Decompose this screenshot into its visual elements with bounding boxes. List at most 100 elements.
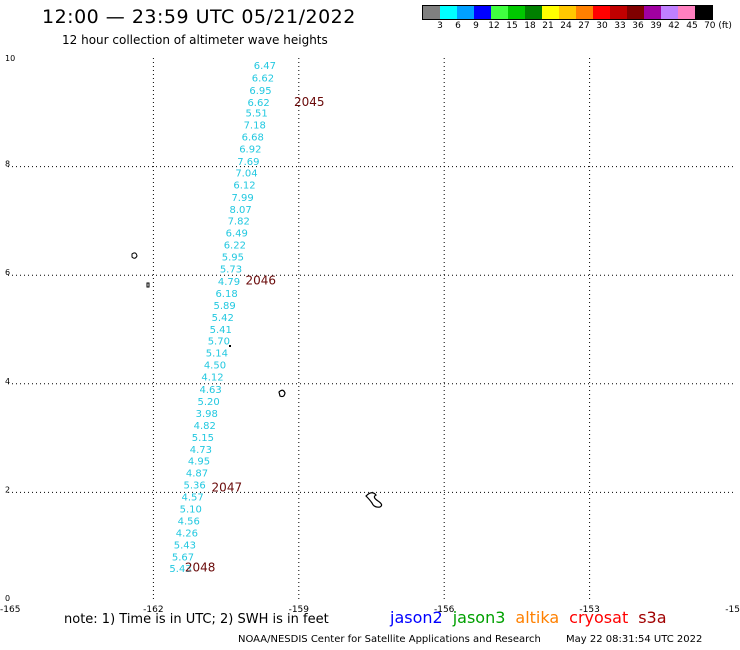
wave-height-color-legend: 3 6 9 12 15 18 21 24 27 30 33 36 39 42 45 70 (ft): [422, 5, 732, 32]
wave-height-label: 5.41: [210, 325, 232, 336]
legend-label: 3: [437, 21, 443, 31]
map-grid: [8, 58, 735, 601]
time-tag-label: 2047: [212, 480, 243, 494]
wave-height-label: 5.15: [192, 433, 214, 444]
legend-swatch: [593, 6, 610, 19]
credit-text: NOAA/NESDIS Center for Satellite Applica…: [238, 634, 541, 645]
legend-label: 42: [668, 21, 680, 31]
legend-swatch: [542, 6, 559, 19]
x-tick-label: -15: [725, 605, 740, 615]
legend-label: 9: [473, 21, 479, 31]
wave-height-label: 7.18: [244, 121, 266, 132]
wave-height-label: 5.36: [183, 481, 205, 492]
map-title: 12:00 — 23:59 UTC 05/21/2022: [42, 6, 356, 28]
legend-swatch: [491, 6, 508, 19]
island-shape: [365, 492, 383, 508]
wave-height-label: 6.47: [254, 61, 276, 72]
wave-height-label: 7.82: [228, 217, 250, 228]
time-tag-label: 2045: [294, 95, 325, 109]
wave-height-label: 4.63: [199, 385, 221, 396]
island-shape: [278, 389, 286, 398]
satellite-name: jason3: [452, 608, 506, 627]
wave-height-label: 4.57: [182, 493, 204, 504]
legend-label: 21: [542, 21, 554, 31]
satellite-name: cryosat: [569, 608, 629, 627]
legend-label: 24: [560, 21, 572, 31]
y-tick-label: 10: [5, 54, 15, 63]
satellite-name: s3a: [638, 608, 667, 627]
time-tags: 2045 2046 2047 2048: [185, 95, 325, 575]
wave-height-label: 5.20: [198, 397, 220, 408]
legend-label: 18: [524, 21, 536, 31]
legend-swatch: [695, 6, 712, 19]
altimeter-track: 6.476.626.956.625.517.186.686.927.697.04…: [169, 61, 276, 575]
wave-height-label: 6.68: [242, 133, 264, 144]
x-tick-label: -156: [434, 605, 455, 615]
y-tick-label: 6: [5, 268, 10, 277]
legend-label: 6: [455, 21, 461, 31]
legend-swatch: [423, 6, 440, 19]
map-subtitle: 12 hour collection of altimeter wave hei…: [62, 33, 328, 47]
legend-label: 15: [506, 21, 518, 31]
satellite-name: jason2: [390, 608, 443, 627]
wave-height-label: 5.73: [220, 264, 242, 275]
time-tag-label: 2046: [245, 273, 276, 287]
legend-swatch: [440, 6, 457, 19]
wave-height-label: 5.95: [222, 253, 244, 264]
satellite-name: altika: [515, 608, 560, 627]
wave-height-label: 5.67: [172, 552, 194, 563]
wave-height-label: 6.22: [224, 241, 246, 252]
units-note: note: 1) Time is in UTC; 2) SWH is in fe…: [64, 612, 329, 627]
x-tick-label: -162: [143, 605, 163, 615]
wave-height-label: 4.26: [176, 528, 198, 539]
x-tick-label: -165: [0, 605, 20, 615]
legend-swatch: [525, 6, 542, 19]
wave-height-label: 5.14: [206, 349, 228, 360]
legend-swatch: [627, 6, 644, 19]
y-tick-label: 2: [5, 485, 10, 494]
legend-label: 36: [632, 21, 644, 31]
legend-swatch: [474, 6, 491, 19]
wave-height-label: 6.92: [239, 144, 261, 155]
generation-timestamp: May 22 08:31:54 UTC 2022: [566, 634, 703, 645]
y-tick-label: 4: [5, 377, 10, 386]
legend-swatch: [508, 6, 525, 19]
credit-line: NOAA/NESDIS Center for Satellite Applica…: [238, 634, 724, 645]
legend-swatch: [678, 6, 695, 19]
legend-label: 39: [650, 21, 662, 31]
wave-height-label: 7.69: [237, 157, 259, 168]
wave-height-label: 6.95: [249, 86, 271, 97]
legend-swatches: [422, 5, 713, 20]
x-tick-label: -159: [289, 605, 310, 615]
wave-height-label: 4.12: [201, 373, 223, 384]
wave-height-label: 6.12: [233, 180, 255, 191]
legend-label: 12: [488, 21, 500, 31]
island-shape: [146, 282, 150, 288]
time-tag-label: 2048: [185, 561, 216, 575]
legend-label: 70 (ft): [704, 21, 732, 31]
island-dot: [229, 345, 231, 347]
legend-label: 27: [578, 21, 590, 31]
islands: [131, 252, 383, 508]
wave-height-label: 7.99: [231, 193, 253, 204]
wave-height-label: 3.98: [196, 409, 218, 420]
legend-labels: 3 6 9 12 15 18 21 24 27 30 33 36 39 42 45 70 (ft): [422, 20, 732, 32]
legend-swatch: [559, 6, 576, 19]
y-tick-label: 0: [5, 594, 10, 603]
axis-labels: 0 2 4 6 8 10 -165 -162 -159 -156 -153 -15: [0, 54, 740, 615]
wave-height-label: 5.43: [174, 540, 196, 551]
legend-swatch: [661, 6, 678, 19]
satellite-legend: jason2 jason3 altika cryosat s3a: [390, 608, 677, 627]
legend-label: 45: [686, 21, 698, 31]
island-shape: [131, 252, 138, 259]
wave-height-label: 4.73: [190, 445, 212, 456]
wave-height-label: 6.18: [215, 289, 237, 300]
wave-height-label: 4.95: [188, 457, 210, 468]
wave-height-label: 4.50: [204, 361, 226, 372]
wave-height-label: 4.82: [194, 421, 216, 432]
legend-swatch: [610, 6, 627, 19]
legend-swatch: [457, 6, 474, 19]
wave-height-label: 5.42: [212, 313, 234, 324]
legend-label: 30: [596, 21, 608, 31]
